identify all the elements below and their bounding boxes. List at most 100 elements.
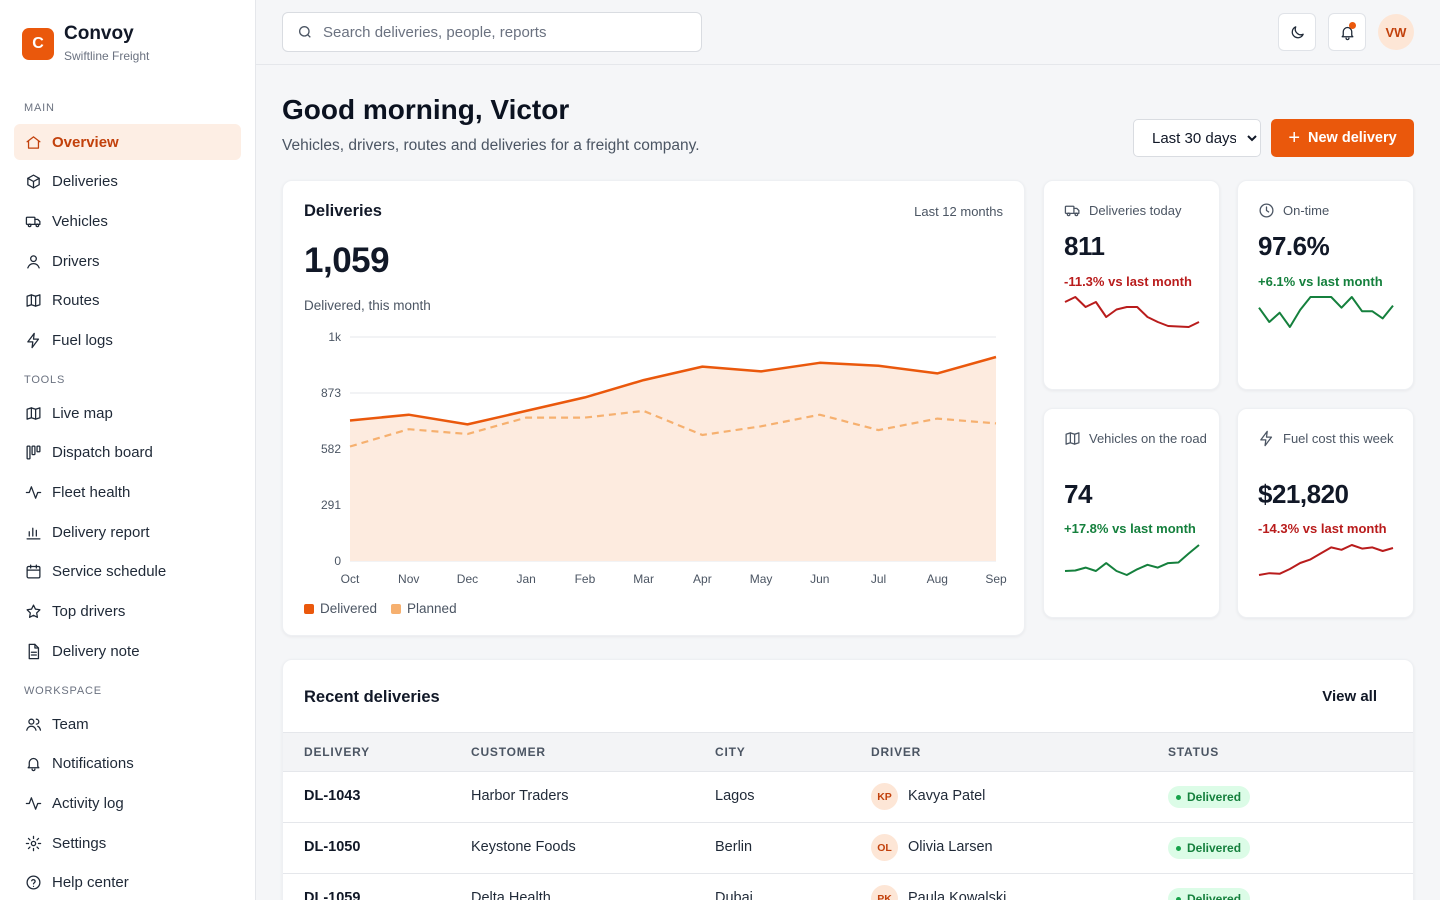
sidebar-item-delivery-note[interactable]: Delivery note bbox=[14, 633, 241, 669]
kpi-label: Fuel cost this week bbox=[1283, 431, 1394, 446]
home-icon bbox=[24, 133, 42, 151]
notifications-button[interactable] bbox=[1328, 13, 1366, 51]
chart-card-range: Last 12 months bbox=[914, 204, 1003, 219]
sidebar-item-fuel-logs[interactable]: Fuel logs bbox=[14, 322, 241, 358]
sidebar-item-label: Delivery report bbox=[52, 523, 150, 541]
status-label: Delivered bbox=[1187, 841, 1242, 855]
delivered-series-line bbox=[349, 355, 997, 426]
table-row[interactable]: DL-1043 Harbor Traders Lagos KP Kavya Patel D… bbox=[283, 772, 1413, 823]
brand-company: Swiftline Freight bbox=[64, 49, 150, 63]
legend-swatch-delivered bbox=[304, 603, 314, 614]
sidebar-item-dispatch-board[interactable]: Dispatch board bbox=[14, 434, 241, 470]
search-input[interactable] bbox=[323, 23, 683, 41]
delivery-id[interactable]: DL-1043 bbox=[304, 788, 361, 804]
sidebar-item-activity-log[interactable]: Activity log bbox=[14, 785, 241, 821]
legend-swatch-planned bbox=[391, 603, 402, 614]
bolt-icon bbox=[1258, 430, 1276, 448]
sidebar-item-deliveries[interactable]: Deliveries bbox=[14, 163, 241, 199]
x-tick-label: Sep bbox=[985, 572, 1007, 586]
sidebar-item-overview[interactable]: Overview bbox=[14, 124, 241, 160]
kpi-sparkline bbox=[1064, 544, 1200, 576]
status-badge: Delivered bbox=[1168, 837, 1251, 859]
sidebar-item-drivers[interactable]: Drivers bbox=[14, 243, 241, 279]
sidebar-item-label: Delivery note bbox=[52, 642, 140, 660]
city-name: Dubai bbox=[715, 890, 753, 900]
column-customer[interactable]: CUSTOMER bbox=[471, 745, 546, 759]
sidebar-item-label: Help center bbox=[52, 873, 129, 891]
column-delivery[interactable]: DELIVERY bbox=[304, 745, 370, 759]
status-dot-icon bbox=[1176, 896, 1181, 900]
city-name: Berlin bbox=[715, 839, 753, 855]
column-driver[interactable]: DRIVER bbox=[871, 745, 922, 759]
activity-icon bbox=[24, 794, 42, 812]
x-tick-label: Feb bbox=[575, 572, 596, 586]
view-all-link[interactable]: View all bbox=[1322, 688, 1377, 705]
delivered-area bbox=[350, 357, 996, 561]
driver-avatar: PK bbox=[871, 885, 898, 900]
sidebar-item-label: Deliveries bbox=[52, 172, 118, 190]
sparkline-path bbox=[1064, 296, 1200, 328]
kpi-delta: -11.3% vs last month bbox=[1064, 274, 1192, 289]
help-icon bbox=[24, 873, 42, 891]
truck-icon bbox=[1064, 202, 1082, 220]
table-row[interactable]: DL-1059 Delta Health Dubai PK Paula Kowalski… bbox=[283, 874, 1413, 900]
search-box[interactable] bbox=[282, 12, 702, 52]
status-label: Delivered bbox=[1187, 790, 1242, 804]
new-delivery-button[interactable]: + New delivery bbox=[1271, 119, 1414, 157]
sidebar-item-label: Top drivers bbox=[52, 602, 126, 620]
theme-toggle-button[interactable] bbox=[1278, 13, 1316, 51]
status-badge: Delivered bbox=[1168, 888, 1251, 900]
recent-deliveries-title: Recent deliveries bbox=[304, 688, 440, 706]
kpi-delta: +17.8% vs last month bbox=[1064, 521, 1196, 536]
sidebar-item-top-drivers[interactable]: Top drivers bbox=[14, 593, 241, 629]
customer-name: Delta Health bbox=[471, 890, 551, 900]
driver-name: Olivia Larsen bbox=[908, 839, 993, 855]
user-avatar[interactable]: VW bbox=[1378, 14, 1414, 50]
x-tick-label: Mar bbox=[633, 572, 654, 586]
y-tick-label: 0 bbox=[334, 554, 341, 568]
legend-item-planned: Planned bbox=[391, 601, 457, 616]
delivery-id[interactable]: DL-1050 bbox=[304, 839, 361, 855]
sidebar-item-fleet-health[interactable]: Fleet health bbox=[14, 474, 241, 510]
sidebar-item-label: Live map bbox=[52, 404, 113, 422]
sidebar-item-service-schedule[interactable]: Service schedule bbox=[14, 553, 241, 589]
kpi-label: Deliveries today bbox=[1089, 203, 1182, 218]
status-dot-icon bbox=[1176, 794, 1181, 800]
brand[interactable]: C Convoy Swiftline Freight bbox=[22, 22, 149, 63]
package-icon bbox=[24, 172, 42, 190]
driver-name: Paula Kowalski bbox=[908, 890, 1007, 900]
page-title: Good morning, Victor bbox=[282, 94, 570, 125]
driver-avatar: KP bbox=[871, 783, 898, 810]
sidebar-item-delivery-report[interactable]: Delivery report bbox=[14, 514, 241, 550]
planned-series-line bbox=[349, 409, 997, 448]
section-tools-label: TOOLS bbox=[24, 374, 66, 386]
sidebar-item-notifications[interactable]: Notifications bbox=[14, 745, 241, 781]
kpi-value: 74 bbox=[1064, 479, 1092, 509]
star-icon bbox=[24, 602, 42, 620]
sidebar: C Convoy Swiftline Freight MAIN TOOLS WO… bbox=[0, 0, 256, 900]
column-status[interactable]: STATUS bbox=[1168, 745, 1220, 759]
delivery-id[interactable]: DL-1059 bbox=[304, 890, 361, 900]
sidebar-item-vehicles[interactable]: Vehicles bbox=[14, 203, 241, 239]
x-tick-label: Jul bbox=[871, 572, 886, 586]
deliveries-chart: 0 291 582 873 1k Oct Nov Dec Jan Feb Mar Apr May Jun J… bbox=[321, 330, 1007, 586]
section-workspace-label: WORKSPACE bbox=[24, 685, 102, 697]
new-delivery-label: New delivery bbox=[1308, 130, 1397, 146]
sidebar-item-live-map[interactable]: Live map bbox=[14, 395, 241, 431]
map-icon bbox=[1064, 430, 1082, 448]
sidebar-item-help-center[interactable]: Help center bbox=[14, 864, 241, 900]
table-row[interactable]: DL-1050 Keystone Foods Berlin OL Olivia Lars… bbox=[283, 823, 1413, 874]
sidebar-item-label: Vehicles bbox=[52, 212, 108, 230]
deliveries-caption: Delivered, this month bbox=[304, 298, 431, 313]
sidebar-item-team[interactable]: Team bbox=[14, 706, 241, 742]
sidebar-item-settings[interactable]: Settings bbox=[14, 825, 241, 861]
sidebar-item-routes[interactable]: Routes bbox=[14, 282, 241, 318]
column-city[interactable]: CITY bbox=[715, 745, 746, 759]
kpi-sparkline bbox=[1258, 296, 1394, 328]
users-icon bbox=[24, 715, 42, 733]
y-tick-label: 582 bbox=[321, 442, 341, 456]
date-range-select[interactable]: Last 30 days bbox=[1133, 119, 1261, 157]
sidebar-item-label: Routes bbox=[52, 291, 100, 309]
kpi-delta: -14.3% vs last month bbox=[1258, 521, 1387, 536]
x-tick-label: Nov bbox=[398, 572, 419, 586]
